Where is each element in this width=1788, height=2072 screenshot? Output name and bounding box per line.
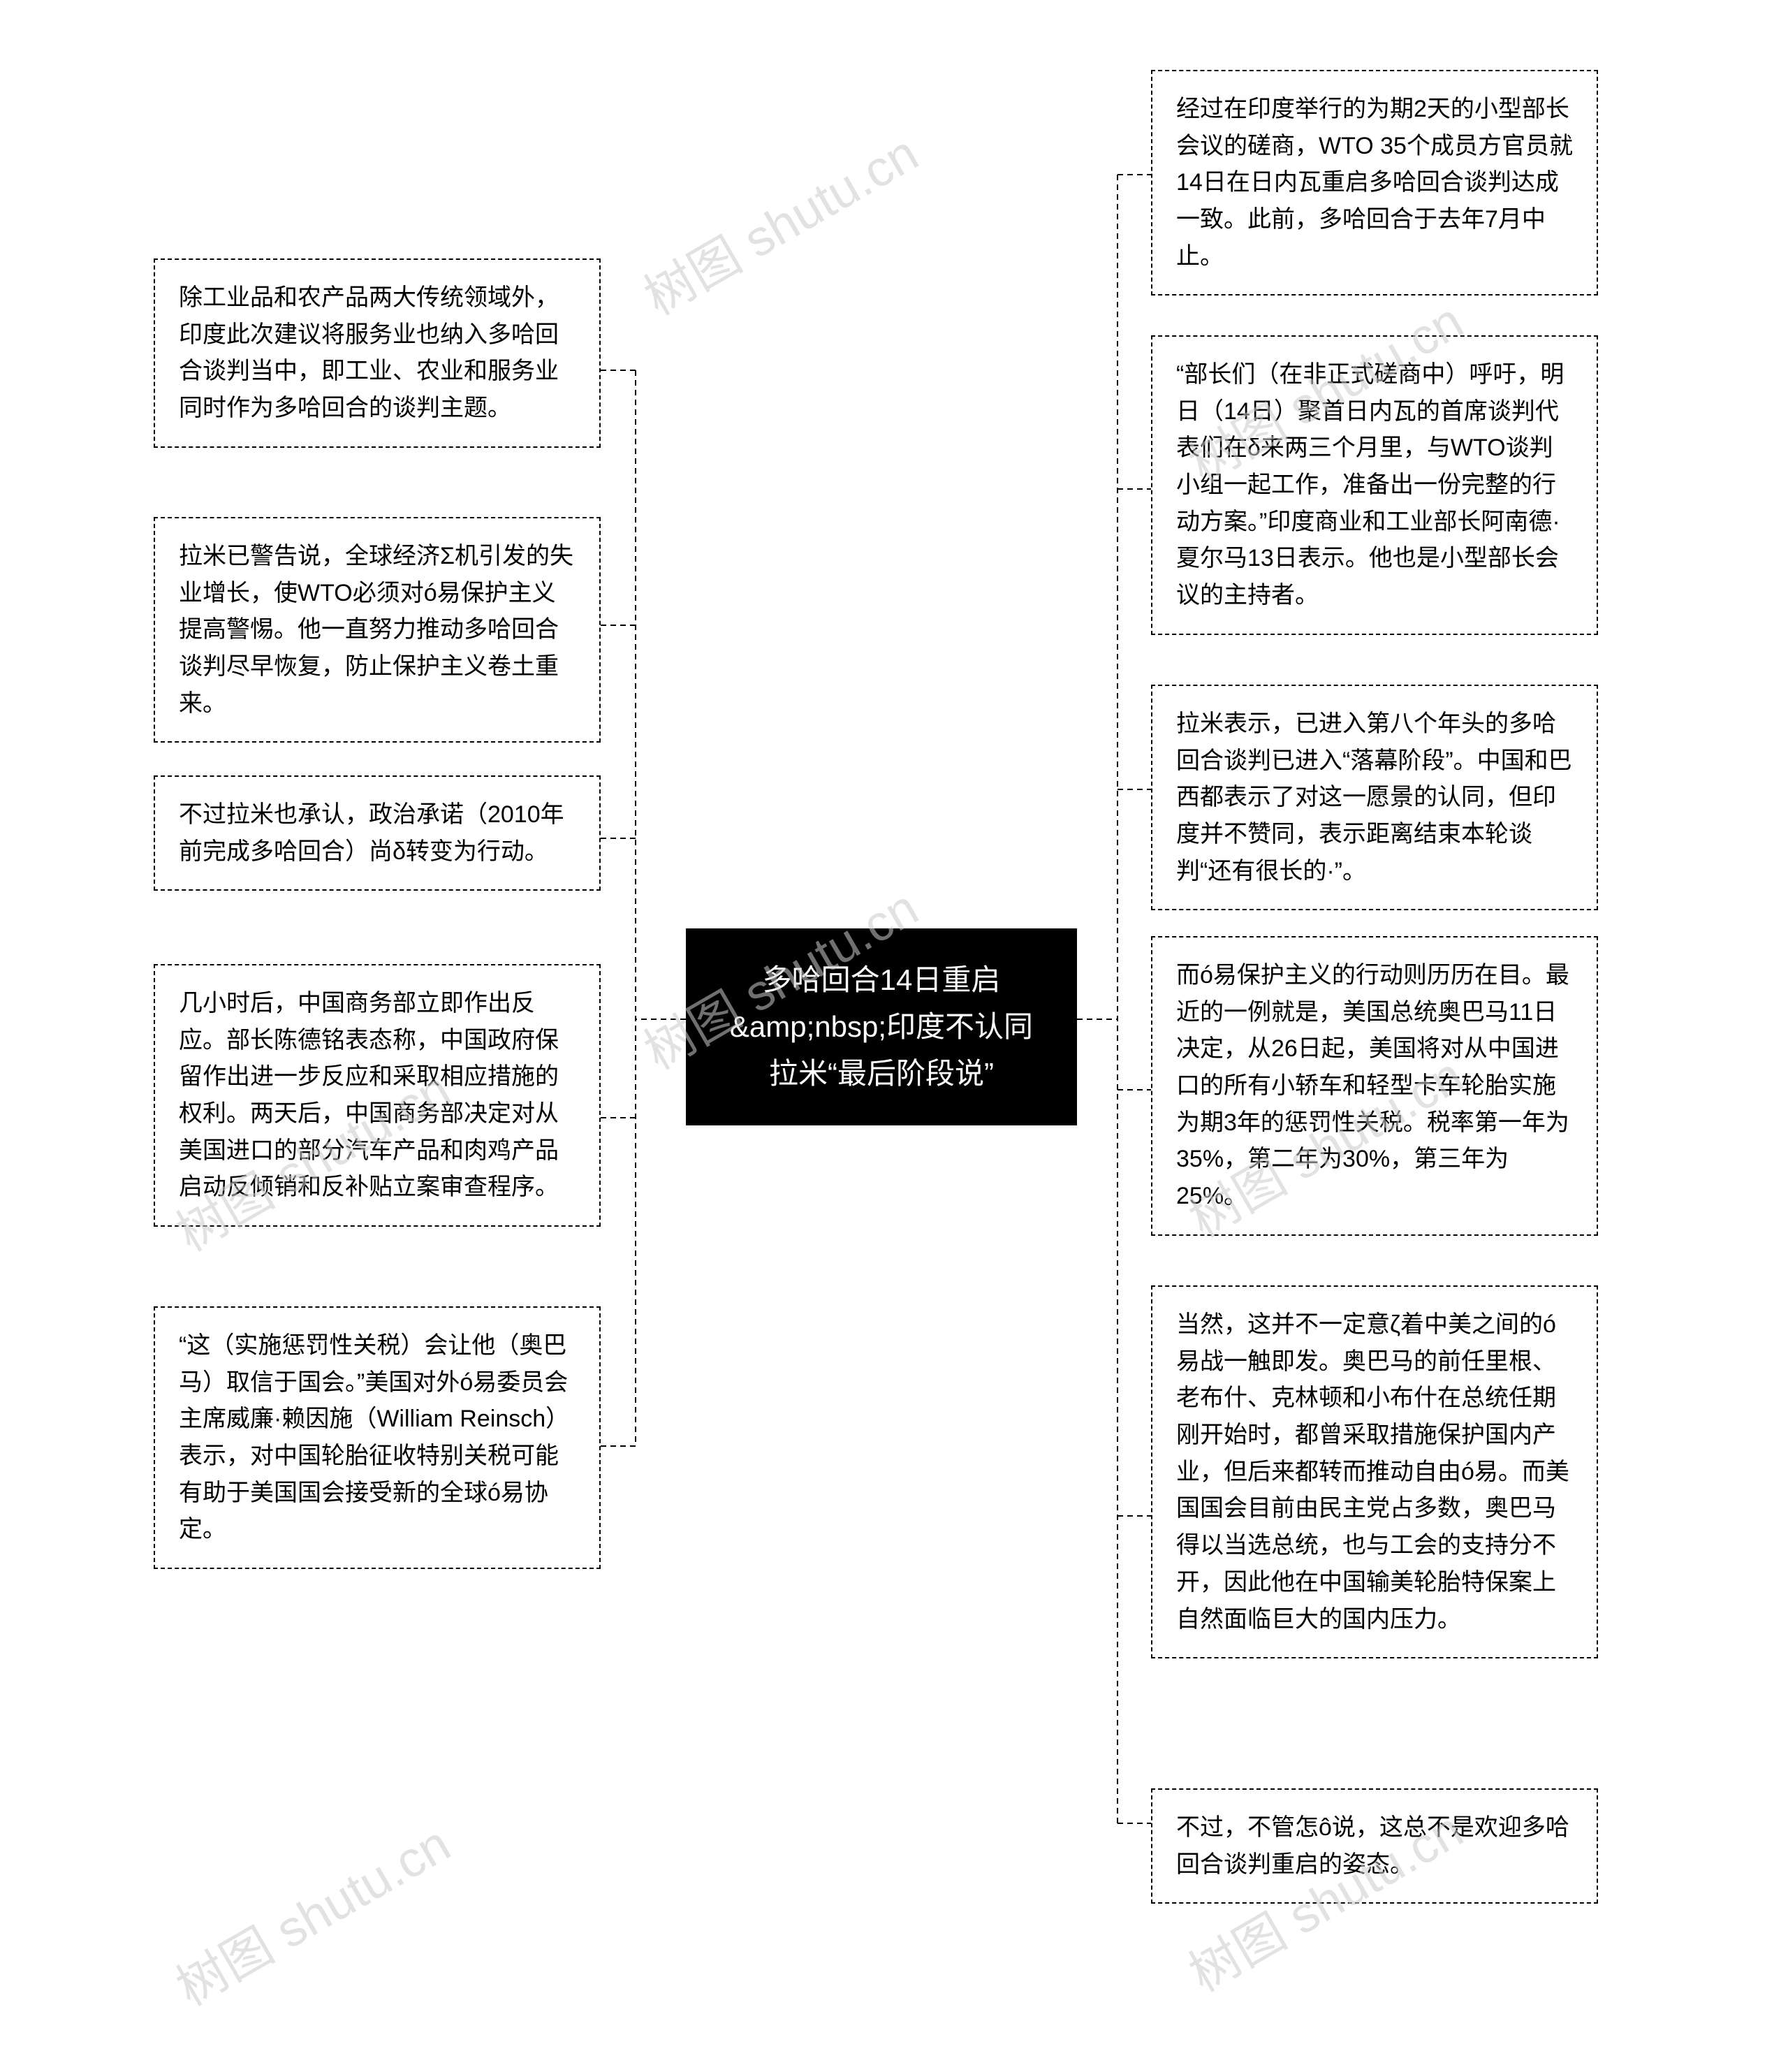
right-node-2: 拉米表示，已进入第八个年头的多哈回合谈判已进入“落幕阶段”。中国和巴西都表示了对… [1151,685,1598,910]
left-node-2: 不过拉米也承认，政治承诺（2010年前完成多哈回合）尚δ转变为行动。 [154,775,601,891]
left-node-0: 除工业品和农产品两大传统领域外，印度此次建议将服务业也纳入多哈回合谈判当中，即工… [154,258,601,448]
left-node-3: 几小时后，中国商务部立即作出反应。部长陈德铭表态称，中国政府保留作出进一步反应和… [154,964,601,1227]
right-node-4: 当然，这并不一定意ζ着中美之间的ó易战一触即发。奥巴马的前任里根、老布什、克林顿… [1151,1285,1598,1658]
watermark-0: 树图 shutu.cn [629,113,929,329]
watermark-5: 树图 shutu.cn [161,1804,461,2020]
left-node-1: 拉米已警告说，全球经济Σ机引发的失业增长，使WTO必须对ó易保护主义提高警惕。他… [154,517,601,743]
right-node-0: 经过在印度举行的为期2天的小型部长会议的磋商，WTO 35个成员方官员就14日在… [1151,70,1598,296]
center-topic: 多哈回合14日重启&amp;nbsp;印度不认同拉米“最后阶段说” [686,928,1077,1125]
mindmap-canvas: 多哈回合14日重启&amp;nbsp;印度不认同拉米“最后阶段说” 经过在印度举… [0,0,1788,2072]
left-node-4: “这（实施惩罚性关税）会让他（奥巴马）取信于国会。”美国对外ó易委员会主席威廉·… [154,1306,601,1569]
right-node-3: 而ó易保护主义的行动则历历在目。最近的一例就是，美国总统奥巴马11日决定，从26… [1151,936,1598,1236]
right-node-1: “部长们（在非正式磋商中）呼吁，明日（14日）聚首日内瓦的首席谈判代表们在δ来两… [1151,335,1598,635]
right-node-5: 不过，不管怎ô说，这总不是欢迎多哈回合谈判重启的姿态。 [1151,1788,1598,1904]
